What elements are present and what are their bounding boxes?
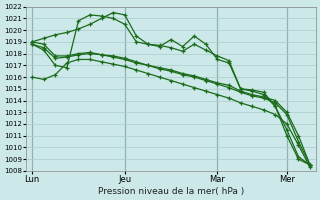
X-axis label: Pression niveau de la mer( hPa ): Pression niveau de la mer( hPa ) <box>98 187 244 196</box>
